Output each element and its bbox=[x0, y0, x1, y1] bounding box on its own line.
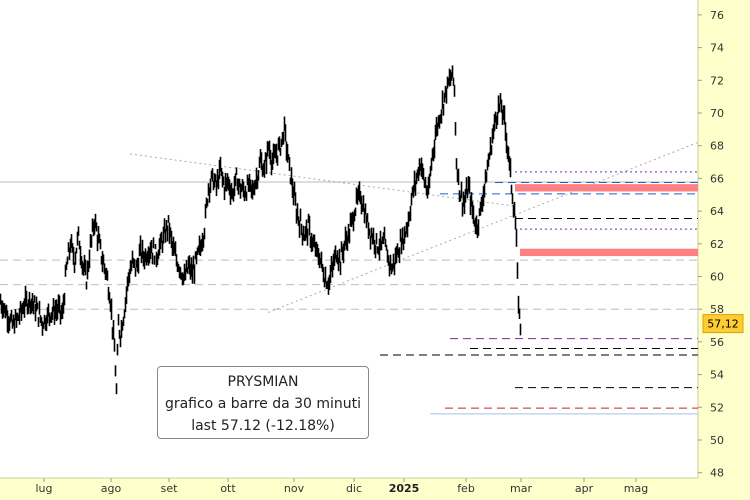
x-tick-label: mar bbox=[510, 482, 532, 495]
y-tick-label: 54 bbox=[710, 369, 724, 382]
y-tick-label: 72 bbox=[710, 74, 724, 87]
x-tick-label: ago bbox=[101, 482, 122, 495]
x-axis-ticks: lug ago set ott nov dic 2025 feb mar apr mag bbox=[35, 478, 648, 495]
trend-line bbox=[267, 141, 699, 313]
x-tick-label: nov bbox=[284, 482, 305, 495]
resistance-band bbox=[520, 248, 698, 257]
last-price-label: 57,12 bbox=[707, 318, 739, 331]
x-tick-label: 2025 bbox=[389, 482, 420, 495]
x-tick-label: apr bbox=[575, 482, 594, 495]
x-tick-label: dic bbox=[346, 482, 362, 495]
trend-lines bbox=[129, 141, 699, 313]
right-axis-panel bbox=[698, 0, 750, 478]
y-tick-label: 68 bbox=[710, 140, 724, 153]
last-price-box bbox=[702, 314, 744, 334]
last-price-marker: 57,12 bbox=[702, 314, 744, 334]
chart-title: PRYSMIAN bbox=[227, 374, 299, 390]
y-tick-label: 56 bbox=[710, 336, 724, 349]
x-tick-label: feb bbox=[457, 482, 475, 495]
x-tick-label: ott bbox=[220, 482, 236, 495]
y-tick-label: 50 bbox=[710, 434, 724, 447]
y-tick-label: 58 bbox=[710, 303, 724, 316]
bottom-axis-panel bbox=[0, 478, 750, 500]
y-tick-label: 64 bbox=[710, 205, 724, 218]
y-tick-label: 62 bbox=[710, 238, 724, 251]
x-tick-label: set bbox=[161, 482, 178, 495]
y-tick-label: 48 bbox=[710, 467, 724, 480]
y-tick-label: 52 bbox=[710, 401, 724, 414]
x-tick-label: lug bbox=[35, 482, 52, 495]
y-tick-label: 60 bbox=[710, 271, 724, 284]
chart-info-box: PRYSMIAN grafico a barre da 30 minuti la… bbox=[157, 366, 369, 439]
x-tick-label: mag bbox=[624, 482, 648, 495]
price-bars bbox=[0, 65, 522, 395]
resistance-bands bbox=[515, 184, 698, 257]
y-tick-label: 70 bbox=[710, 107, 724, 120]
y-axis-ticks: 48 50 52 54 56 58 60 62 64 66 68 70 72 74 76 bbox=[698, 9, 724, 480]
chart-subtitle: grafico a barre da 30 minuti bbox=[164, 396, 362, 412]
resistance-band bbox=[515, 184, 698, 192]
y-tick-label: 74 bbox=[710, 42, 724, 55]
y-tick-label: 76 bbox=[710, 9, 724, 22]
y-tick-label: 66 bbox=[710, 172, 724, 185]
last-price-text: last 57.12 (-12.18%) bbox=[191, 418, 335, 434]
